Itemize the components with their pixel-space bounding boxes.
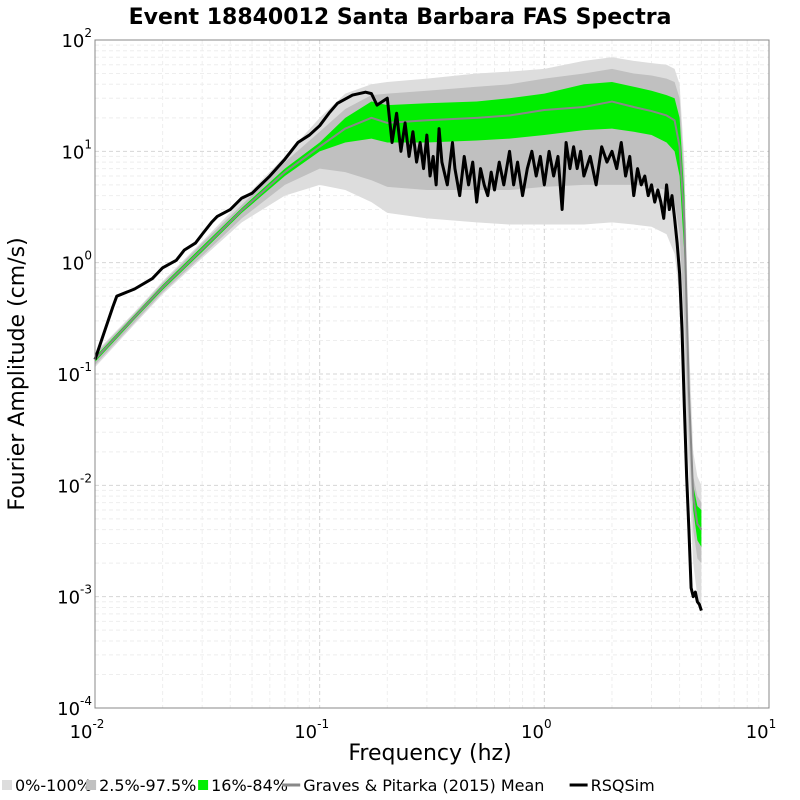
chart-title: Event 18840012 Santa Barbara FAS Spectra [129,5,672,30]
legend-item-0: 0%-100% [2,776,92,795]
legend-swatch [2,780,12,790]
y-tick-label: 100 [61,249,92,275]
legend-swatch [198,780,209,790]
legend: 0%-100% 2.5%-97.5% 16%-84% Graves & Pitarka… [2,776,655,795]
legend-item-3: Graves & Pitarka (2015) Mean [282,776,544,795]
plot-area [93,39,770,709]
y-tick-label: 10-3 [57,583,92,609]
y-tick-label: 101 [61,137,92,163]
legend-label: 0%-100% [15,776,92,795]
legend-item-2: 16%-84% [198,776,288,795]
legend-label: 16%-84% [211,776,288,795]
y-tick-label: 10-4 [57,694,92,720]
x-axis-label: Frequency (hz) [348,741,511,766]
legend-item-4: RSQSim [569,776,655,795]
x-axis-ticks: 10-2 10-1 100 101 [70,717,777,743]
series-line-1 [93,90,703,612]
legend-swatch [86,780,97,790]
y-tick-label: 10-1 [57,360,92,386]
x-tick-label: 10-2 [70,717,105,743]
band-2 [95,81,702,547]
plot-border [94,39,770,709]
legend-item-1: 2.5%-97.5% [86,776,196,795]
series-lines [93,90,703,612]
y-tick-label: 102 [61,26,92,52]
y-axis-label: Fourier Amplitude (cm/s) [5,237,30,510]
legend-label: 2.5%-97.5% [99,776,196,795]
x-tick-label: 101 [746,717,777,743]
legend-label: RSQSim [591,776,655,795]
y-tick-label: 10-2 [57,471,92,497]
x-tick-label: 100 [521,717,552,743]
legend-label: Graves & Pitarka (2015) Mean [303,776,544,795]
x-tick-label: 10-1 [294,717,329,743]
y-axis-ticks: 10-4 10-3 10-2 10-1 100 101 102 [57,26,92,720]
series-line-0 [94,100,703,531]
